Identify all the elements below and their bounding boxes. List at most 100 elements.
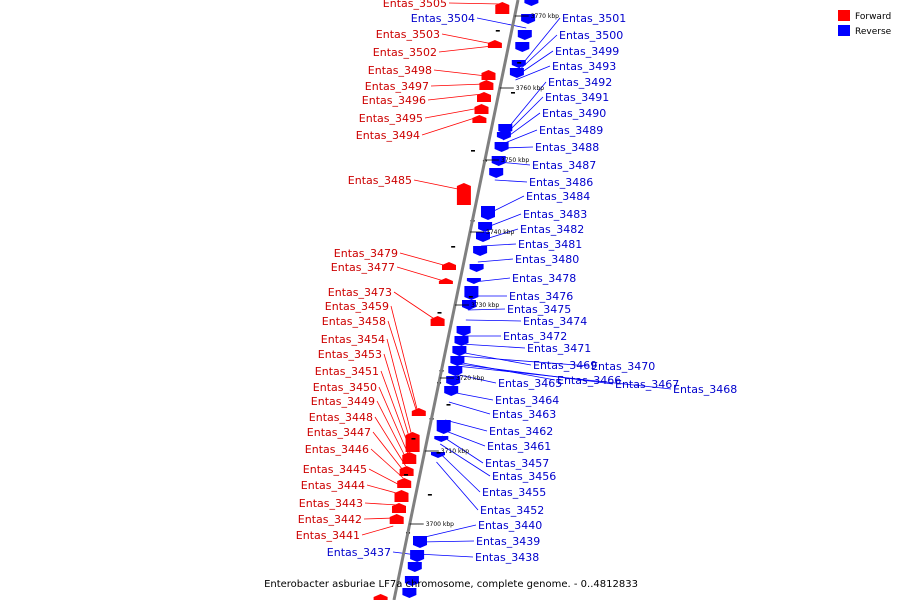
forward-leader-line bbox=[430, 83, 485, 87]
reverse-gene-feature bbox=[478, 222, 493, 232]
reverse-gene-feature bbox=[489, 168, 504, 178]
forward-gene-feature bbox=[394, 490, 409, 502]
position-tick-label: 3750 kbp bbox=[501, 157, 529, 164]
reverse-gene-feature bbox=[494, 142, 509, 152]
forward-leader-line bbox=[390, 305, 418, 411]
reverse-leader-line bbox=[420, 524, 477, 539]
forward-gene-feature bbox=[399, 466, 414, 476]
reverse-gene-label: Entas_3482 bbox=[520, 223, 584, 236]
reverse-gene-feature bbox=[410, 550, 425, 562]
reverse-gene-label: Entas_3489 bbox=[539, 124, 603, 137]
reverse-gene-label: Entas_3490 bbox=[542, 107, 606, 120]
reverse-gene-feature bbox=[509, 68, 524, 78]
forward-gene-label: Entas_3498 bbox=[368, 64, 432, 77]
forward-leader-line bbox=[368, 468, 402, 487]
reverse-gene-label: Entas_3463 bbox=[492, 408, 556, 421]
legend-swatch-forward bbox=[838, 10, 850, 21]
forward-gene-feature bbox=[495, 2, 510, 14]
reverse-gene-feature bbox=[464, 286, 479, 300]
forward-gene-feature bbox=[479, 80, 494, 90]
chromosome-backbone bbox=[392, 0, 520, 600]
forward-gene-label: Entas_3448 bbox=[309, 411, 373, 424]
reverse-leader-line bbox=[502, 129, 538, 145]
forward-leader-line bbox=[374, 416, 407, 467]
reverse-gene-label: Entas_3470 bbox=[591, 360, 655, 373]
reverse-gene-label: Entas_3468 bbox=[673, 383, 737, 396]
position-tick-label: 3730 kbp bbox=[471, 302, 499, 309]
forward-leader-line bbox=[364, 502, 398, 506]
reverse-gene-label: Entas_3457 bbox=[485, 457, 549, 470]
reverse-gene-label: Entas_3471 bbox=[527, 342, 591, 355]
reverse-gene-feature bbox=[515, 42, 530, 52]
forward-leader-line bbox=[376, 400, 408, 461]
reverse-leader-line bbox=[441, 435, 484, 464]
position-tick-label: 3720 kbp bbox=[456, 375, 484, 382]
reverse-gene-feature bbox=[407, 562, 422, 572]
reverse-gene-feature bbox=[444, 386, 459, 396]
forward-gene-feature bbox=[438, 278, 453, 284]
reverse-gene-label: Entas_3499 bbox=[555, 45, 619, 58]
reverse-gene-feature bbox=[434, 436, 449, 442]
forward-gene-feature bbox=[430, 316, 445, 326]
reverse-gene-feature bbox=[450, 356, 465, 366]
reverse-leader-line bbox=[481, 243, 517, 247]
forward-gene-feature bbox=[487, 40, 502, 48]
forward-gene-label: Entas_3445 bbox=[303, 463, 367, 476]
reverse-gene-label: Entas_3483 bbox=[523, 208, 587, 221]
reverse-gene-label: Entas_3478 bbox=[512, 272, 576, 285]
reverse-leader-line bbox=[494, 179, 528, 183]
reverse-gene-label: Entas_3437 bbox=[327, 546, 391, 559]
forward-leader-line bbox=[427, 93, 483, 101]
reverse-gene-label: Entas_3484 bbox=[526, 190, 590, 203]
feature-marker bbox=[451, 246, 456, 248]
reverse-gene-label: Entas_3501 bbox=[562, 12, 626, 25]
reverse-gene-feature bbox=[462, 300, 476, 310]
reverse-gene-label: Entas_3493 bbox=[552, 60, 616, 73]
feature-marker bbox=[411, 438, 416, 440]
reverse-gene-feature bbox=[413, 536, 427, 548]
forward-gene-label: Entas_3485 bbox=[348, 174, 412, 187]
reverse-leader-line bbox=[442, 429, 486, 447]
position-tick-label: 3760 kbp bbox=[516, 85, 544, 92]
reverse-leader-line bbox=[458, 355, 590, 367]
forward-leader-line bbox=[438, 45, 493, 53]
reverse-gene-label: Entas_3476 bbox=[509, 290, 573, 303]
reverse-leader-line bbox=[456, 365, 672, 390]
forward-leader-line bbox=[378, 386, 409, 455]
reverse-gene-feature bbox=[473, 246, 488, 256]
forward-leader-line bbox=[386, 338, 413, 437]
reverse-gene-feature bbox=[456, 326, 471, 336]
reverse-gene-label: Entas_3462 bbox=[489, 425, 553, 438]
forward-gene-feature bbox=[405, 432, 420, 452]
reverse-gene-label: Entas_3504 bbox=[411, 12, 475, 25]
forward-gene-label: Entas_3450 bbox=[313, 381, 377, 394]
forward-leader-line bbox=[413, 179, 463, 191]
feature-marker bbox=[404, 474, 409, 476]
reverse-gene-feature bbox=[436, 420, 451, 434]
forward-gene-label: Entas_3453 bbox=[318, 348, 382, 361]
forward-gene-feature bbox=[373, 594, 388, 600]
reverse-leader-line bbox=[465, 319, 522, 322]
reverse-gene-label: Entas_3475 bbox=[507, 303, 571, 316]
reverse-gene-feature bbox=[466, 278, 481, 284]
forward-leader-line bbox=[433, 69, 487, 77]
feature-marker bbox=[517, 62, 522, 64]
reverse-gene-label: Entas_3439 bbox=[476, 535, 540, 548]
reverse-leader-line bbox=[477, 258, 514, 263]
reverse-leader-line bbox=[504, 81, 547, 133]
forward-gene-label: Entas_3503 bbox=[376, 28, 440, 41]
reverse-gene-label: Entas_3469 bbox=[533, 359, 597, 372]
reverse-gene-label: Entas_3464 bbox=[495, 394, 559, 407]
legend-label-reverse: Reverse bbox=[855, 27, 892, 37]
forward-leader-line bbox=[396, 266, 445, 282]
reverse-gene-feature bbox=[498, 124, 513, 134]
position-tick-label: 3770 kbp bbox=[531, 13, 559, 20]
reverse-leader-line bbox=[454, 373, 497, 384]
forward-leader-line bbox=[448, 2, 502, 5]
forward-gene-feature bbox=[474, 104, 489, 114]
forward-gene-feature bbox=[456, 183, 471, 205]
reverse-leader-line bbox=[419, 540, 475, 543]
forward-gene-feature bbox=[402, 452, 417, 464]
forward-gene-label: Entas_3497 bbox=[365, 80, 429, 93]
feature-marker bbox=[510, 92, 515, 94]
